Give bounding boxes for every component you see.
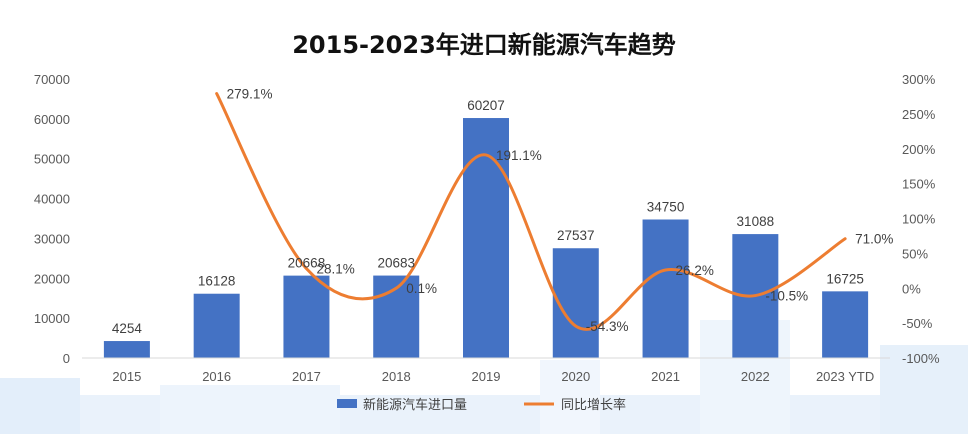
line-value-label: 71.0% [855, 232, 893, 247]
left-axis-tick-label: 20000 [34, 271, 70, 286]
bar [283, 275, 330, 358]
bar-value-label: 31088 [737, 214, 775, 229]
x-axis-tick-label: 2018 [382, 369, 411, 384]
right-axis-tick-label: 200% [902, 142, 936, 157]
bar-value-label: 16128 [198, 274, 236, 289]
line-value-label: -10.5% [765, 289, 808, 304]
left-axis-tick-label: 40000 [34, 192, 70, 207]
line-value-label: 0.1% [406, 281, 437, 296]
line-value-label: -54.3% [586, 319, 629, 334]
x-axis-tick-label: 2017 [292, 369, 321, 384]
x-axis-tick-label: 2023 YTD [816, 369, 874, 384]
x-axis-tick-label: 2019 [472, 369, 501, 384]
x-axis-tick-label: 2020 [561, 369, 590, 384]
line-value-label: 28.1% [316, 262, 354, 277]
bar-series [103, 118, 869, 358]
right-axis-tick-label: 250% [902, 107, 936, 122]
bar [642, 219, 689, 358]
line-data-labels: 279.1% 28.1% 0.1% 191.1% -54.3% 26.2% -10.5% 71… [227, 87, 894, 335]
decor-block [160, 385, 340, 434]
bar [103, 341, 150, 358]
bar [193, 293, 240, 358]
line-value-label: 26.2% [676, 263, 714, 278]
left-axis-tick-label: 30000 [34, 231, 70, 246]
bar [463, 118, 509, 358]
right-axis: -100% -50% 0% 50% 100% 150% 200% 250% 300% [902, 72, 940, 366]
bar-value-label: 60207 [467, 98, 505, 113]
left-axis-tick-label: 0 [63, 351, 70, 366]
x-axis-tick-label: 2021 [651, 369, 680, 384]
decor-block [0, 378, 80, 434]
bar-value-label: 16725 [826, 271, 864, 286]
x-axis-tick-label: 2015 [112, 369, 141, 384]
x-axis-tick-label: 2022 [741, 369, 770, 384]
bar [822, 291, 869, 358]
left-axis-tick-label: 70000 [34, 72, 70, 87]
bar-value-label: 20683 [377, 256, 415, 271]
right-axis-tick-label: 0% [902, 281, 921, 296]
bar-value-label: 20668 [288, 256, 326, 271]
bar-value-label: 4254 [112, 321, 143, 336]
line-value-label: 279.1% [227, 87, 273, 102]
left-axis-tick-label: 10000 [34, 311, 70, 326]
x-axis: 2015 2016 2017 2018 2019 2020 2021 2022 2023 YTD [112, 369, 874, 384]
right-axis-tick-label: -100% [902, 351, 940, 366]
legend-label-line: 同比增长率 [561, 397, 626, 413]
bar-value-label: 27537 [557, 228, 595, 243]
legend-label-bar: 新能源汽车进口量 [363, 397, 467, 413]
line-value-label: 191.1% [496, 148, 542, 163]
decor-block [540, 360, 600, 434]
legend: 新能源汽车进口量 同比增长率 [337, 397, 626, 413]
bar-value-label: 34750 [647, 199, 685, 214]
right-axis-tick-label: -50% [902, 316, 933, 331]
legend-swatch-bar [337, 399, 357, 408]
bar-data-labels: 4254 16128 20668 20683 60207 27537 34750 31088 1… [112, 98, 864, 336]
growth-rate-line [215, 92, 847, 331]
decor-block [880, 345, 968, 434]
chart-title: 2015-2023年进口新能源汽车趋势 [292, 31, 676, 59]
left-axis: 0 10000 20000 30000 40000 50000 60000 70000 [34, 72, 70, 366]
bar [552, 248, 599, 358]
right-axis-tick-label: 150% [902, 177, 936, 192]
right-axis-tick-label: 50% [902, 246, 928, 261]
right-axis-tick-label: 300% [902, 72, 936, 87]
left-axis-tick-label: 60000 [34, 112, 70, 127]
right-axis-tick-label: 100% [902, 212, 936, 227]
line-series [215, 92, 847, 331]
left-axis-tick-label: 50000 [34, 152, 70, 167]
x-axis-tick-label: 2016 [202, 369, 231, 384]
